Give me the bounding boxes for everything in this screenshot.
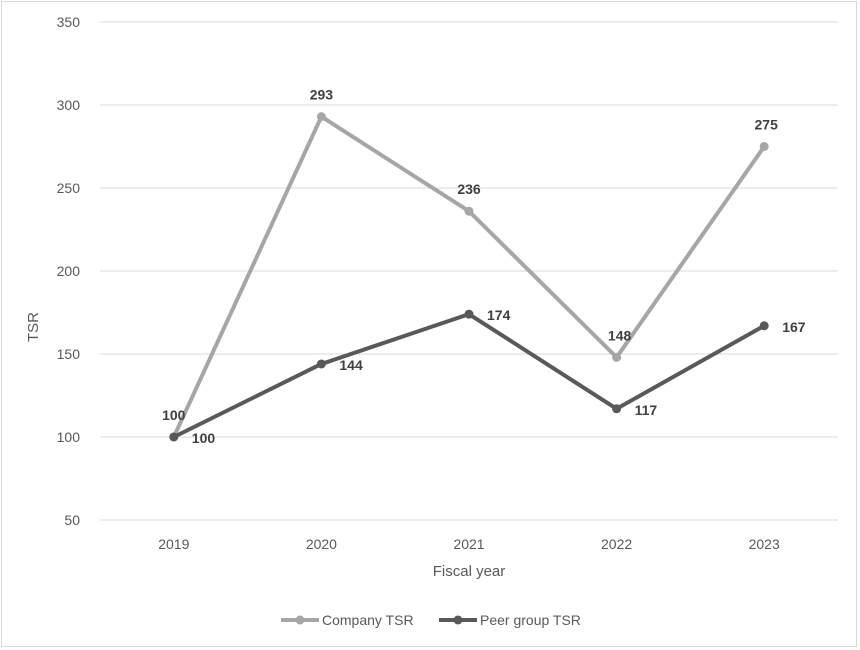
x-tick-label: 2022 — [601, 536, 632, 552]
data-label: 167 — [782, 319, 806, 335]
gridlines — [100, 21, 838, 521]
data-label: 100 — [162, 407, 186, 423]
data-point — [759, 321, 769, 331]
data-point — [612, 352, 622, 362]
x-tick-label: 2020 — [306, 536, 337, 552]
y-tick-label: 50 — [64, 512, 80, 528]
series-lines — [169, 112, 769, 442]
legend: Company TSR Peer group TSR — [281, 612, 581, 628]
data-point — [464, 206, 474, 216]
x-tick-label: 2019 — [158, 536, 189, 552]
data-point — [316, 112, 326, 122]
data-label: 275 — [755, 117, 779, 133]
data-label: 144 — [339, 357, 363, 373]
data-point — [169, 432, 179, 442]
data-point — [464, 309, 474, 319]
legend-peer-label: Peer group TSR — [480, 612, 581, 628]
y-tick-label: 150 — [57, 346, 81, 362]
legend-peer-marker — [453, 615, 463, 625]
y-tick-label: 100 — [57, 429, 81, 445]
series-line-peer-group-tsr — [171, 312, 767, 439]
data-label: 293 — [310, 87, 334, 103]
series-line-company-tsr — [171, 114, 767, 439]
data-point — [759, 142, 769, 151]
y-tick-label: 250 — [57, 180, 81, 196]
data-label: 148 — [608, 327, 632, 343]
tick-labels: 50 100 150 200 250 300 350 2019 2020 2021 2022 2023 — [57, 14, 780, 552]
data-label: 100 — [192, 430, 216, 446]
data-point — [316, 359, 326, 369]
y-axis-title: TSR — [25, 312, 42, 342]
y-tick-label: 200 — [57, 263, 81, 279]
data-label: 236 — [457, 181, 481, 197]
y-tick-label: 300 — [57, 97, 81, 113]
legend-company-label: Company TSR — [322, 612, 414, 628]
x-tick-label: 2021 — [453, 536, 484, 552]
x-tick-label: 2023 — [749, 536, 780, 552]
data-label: 117 — [635, 402, 658, 418]
x-axis-title: Fiscal year — [433, 563, 506, 580]
legend-company-marker — [295, 615, 305, 625]
data-label: 174 — [487, 307, 511, 323]
y-tick-label: 350 — [57, 14, 81, 30]
data-point — [612, 404, 622, 414]
data-labels: 100 293 236 148 275 100 144 174 117 167 — [162, 87, 806, 446]
